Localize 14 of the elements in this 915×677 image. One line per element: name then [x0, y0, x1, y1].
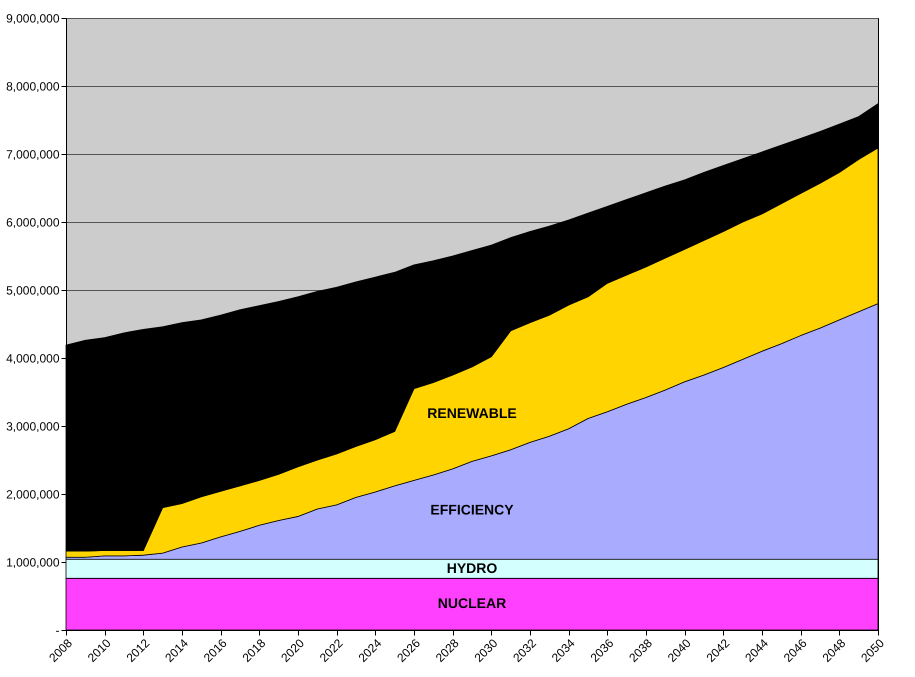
y-tick-label: 4,000,000: [6, 352, 60, 366]
y-tick-label: 3,000,000: [6, 420, 60, 434]
y-tick-label: 5,000,000: [6, 284, 60, 298]
y-tick-label: 8,000,000: [6, 80, 60, 94]
y-tick-label: -: [56, 624, 60, 638]
series-label: RENEWABLE: [427, 405, 517, 422]
y-tick-label: 7,000,000: [6, 148, 60, 162]
series-label: NUCLEAR: [438, 595, 506, 612]
series-label: HYDRO: [446, 560, 498, 576]
y-tick-label: 1,000,000: [6, 556, 60, 570]
y-tick-label: 6,000,000: [6, 216, 60, 230]
y-tick-label: 2,000,000: [6, 488, 60, 502]
series-label: EFFICIENCY: [430, 501, 514, 518]
y-tick-label: 9,000,000: [6, 12, 60, 26]
